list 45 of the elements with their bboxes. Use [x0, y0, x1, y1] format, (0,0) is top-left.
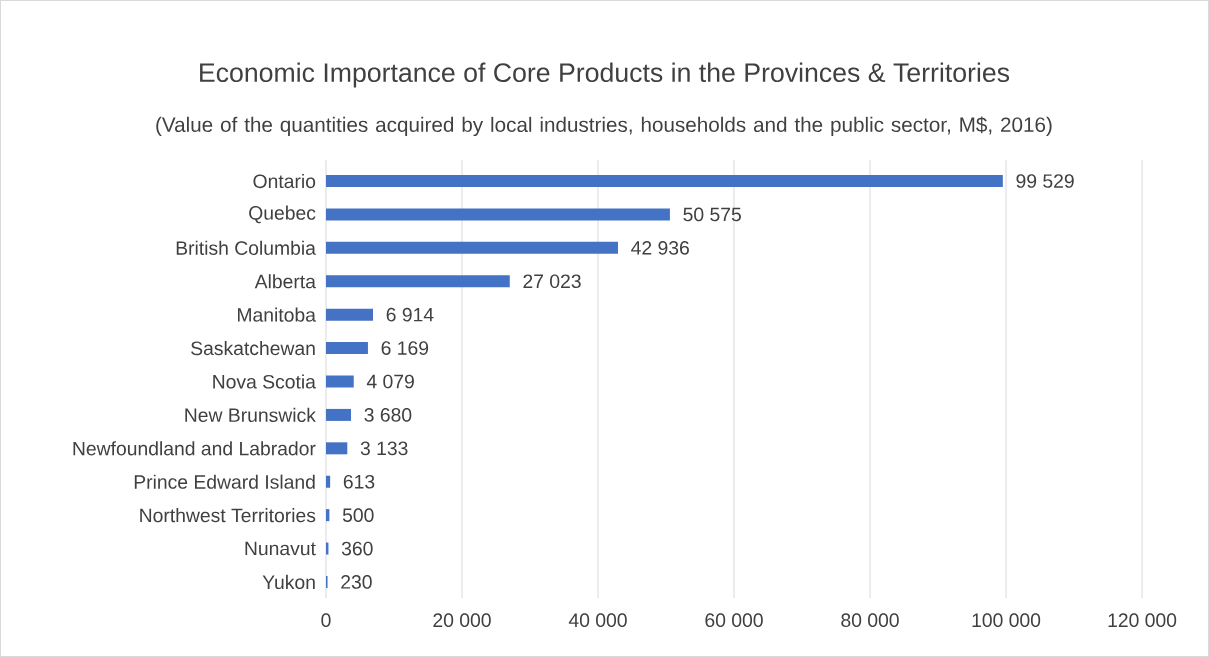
x-tick-label: 120 000 [1108, 613, 1177, 628]
bar [325, 442, 348, 455]
x-tick-label: 40 000 [568, 613, 627, 628]
y-tick-label: Alberta [254, 274, 316, 289]
data-label: 360 [341, 541, 373, 556]
bar [325, 308, 373, 321]
y-tick-label: Saskatchewan [191, 341, 315, 356]
data-label: 6 914 [386, 307, 434, 322]
bar [325, 208, 670, 221]
bar [325, 175, 1003, 188]
bar [325, 275, 510, 288]
bar [325, 342, 368, 355]
bar [325, 408, 352, 421]
y-tick-label: Nova Scotia [213, 374, 316, 389]
bar [325, 375, 354, 388]
y-tick-label: Nunavut [245, 541, 316, 556]
data-label: 50 575 [683, 207, 741, 222]
data-label: 4 079 [366, 374, 414, 389]
data-label: 42 936 [631, 241, 689, 255]
bar [325, 475, 331, 488]
data-label: 230 [341, 575, 372, 589]
y-tick-label: New Brunswick [185, 407, 316, 423]
y-tick-label: British Columbia [176, 240, 316, 255]
y-tick-label: Northwest Territories [140, 508, 316, 523]
x-tick-label: 20 000 [433, 613, 491, 628]
y-tick-label: Manitoba [237, 307, 316, 322]
y-tick-label: Quebec [249, 205, 316, 224]
y-tick-label: Yukon [262, 574, 315, 590]
y-tick-label: Newfoundland and Labrador [73, 441, 316, 456]
data-label: 27 023 [523, 274, 581, 289]
data-label: 99 529 [1016, 174, 1074, 188]
data-label: 500 [342, 508, 374, 522]
chart-title: Economic Importance of Core Products in the Provinces & Territories [200, 62, 1010, 88]
bar [325, 241, 618, 254]
y-tick-label: Prince Edward Island [134, 474, 315, 489]
y-tick-label: Ontario [253, 173, 316, 189]
x-tick-label: 80 000 [841, 613, 899, 628]
data-label: 3 680 [364, 408, 412, 422]
x-tick-label: 60 000 [705, 613, 763, 628]
data-label: 613 [343, 474, 375, 489]
x-tick-label: 0 [321, 613, 331, 628]
x-tick-label: 100 000 [972, 613, 1041, 628]
chart-subtitle: (Value of the quantities acquired by local industries, households and the public sector, M$, 2016) [156, 116, 1052, 137]
data-label: 6 169 [381, 341, 429, 355]
data-label: 3 133 [360, 441, 408, 456]
